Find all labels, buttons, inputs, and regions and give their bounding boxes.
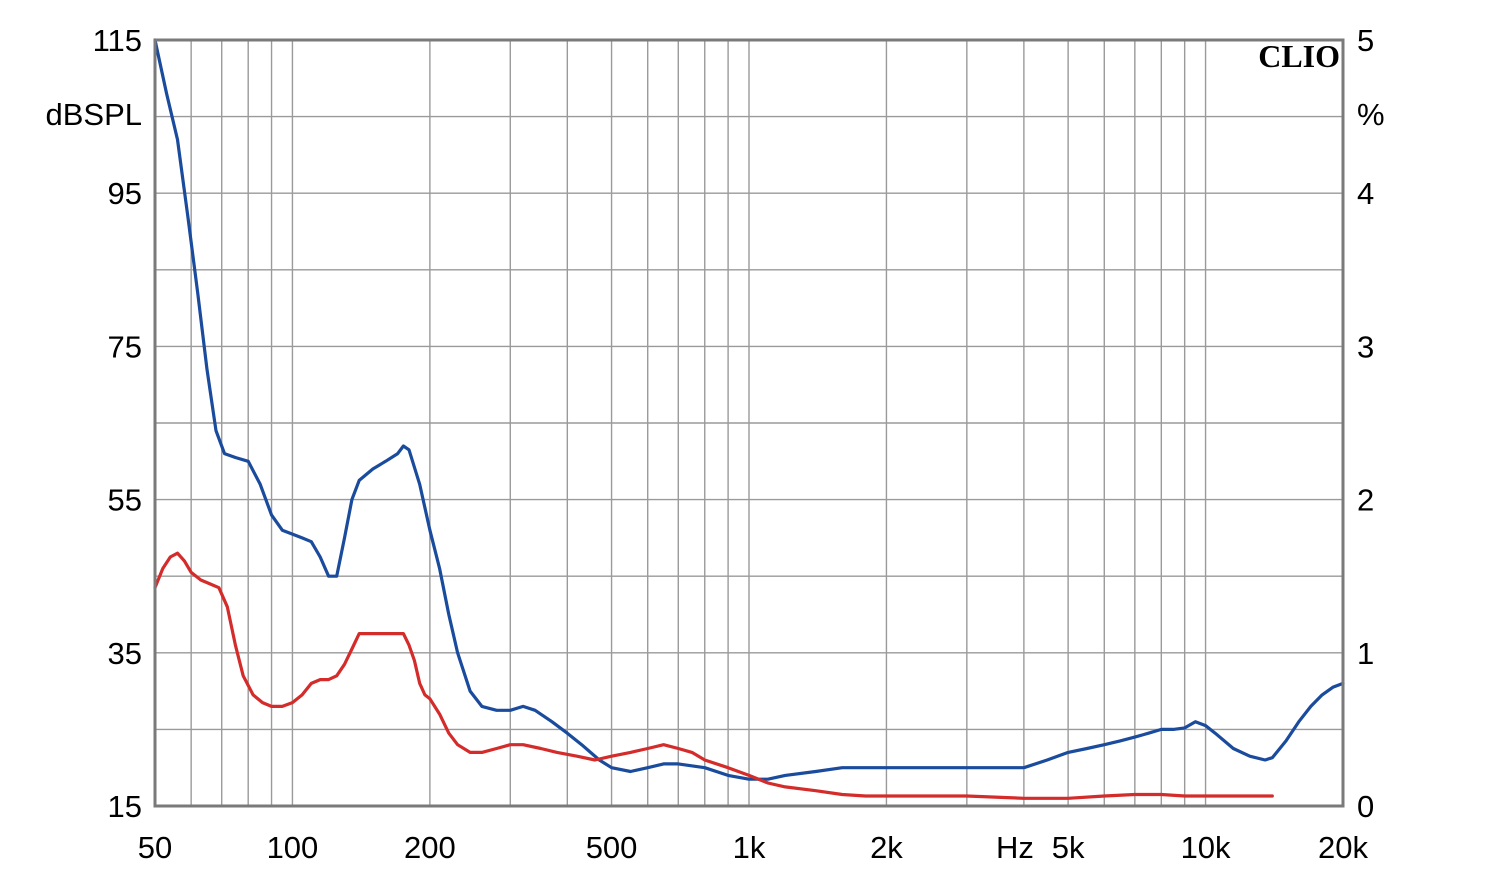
clio-brand-logo: CLIO — [1258, 38, 1340, 74]
left-y-tick-labels: 115 95 75 55 35 15 — [93, 23, 142, 824]
x-axis-unit: Hz — [996, 830, 1034, 865]
left-axis-unit: dBSPL — [45, 97, 142, 132]
series-line-2 — [153, 551, 1274, 800]
x-tick-label: 2k — [870, 830, 903, 865]
left-y-tick-label: 55 — [108, 483, 142, 518]
right-axis-unit: % — [1357, 97, 1385, 132]
right-y-tick-label: 4 — [1357, 176, 1374, 211]
left-y-tick-label: 35 — [108, 636, 142, 671]
x-tick-labels: 50 100 200 500 1k 2k 5k 10k 20k — [138, 830, 1369, 865]
x-tick-label: 5k — [1052, 830, 1085, 865]
plot-series — [153, 38, 1345, 800]
x-tick-label: 50 — [138, 830, 172, 865]
right-y-tick-label: 5 — [1357, 23, 1374, 58]
left-y-tick-label: 15 — [108, 789, 142, 824]
right-y-tick-label: 1 — [1357, 636, 1374, 671]
x-tick-label: 20k — [1318, 830, 1368, 865]
x-tick-label: 200 — [404, 830, 456, 865]
right-y-tick-labels: 5 4 3 2 1 0 — [1357, 23, 1374, 824]
series-line-1 — [153, 38, 1345, 781]
plot-grid — [155, 40, 1343, 806]
x-tick-label: 500 — [586, 830, 638, 865]
right-y-tick-label: 2 — [1357, 483, 1374, 518]
x-tick-label: 1k — [733, 830, 766, 865]
left-y-tick-label: 115 — [93, 23, 142, 58]
x-tick-label: 10k — [1181, 830, 1231, 865]
x-tick-label: 100 — [267, 830, 319, 865]
plot-frame — [153, 38, 1345, 808]
left-y-tick-label: 75 — [108, 329, 142, 364]
right-y-tick-label: 0 — [1357, 789, 1374, 824]
right-y-tick-label: 3 — [1357, 329, 1374, 364]
left-y-tick-label: 95 — [108, 176, 142, 211]
